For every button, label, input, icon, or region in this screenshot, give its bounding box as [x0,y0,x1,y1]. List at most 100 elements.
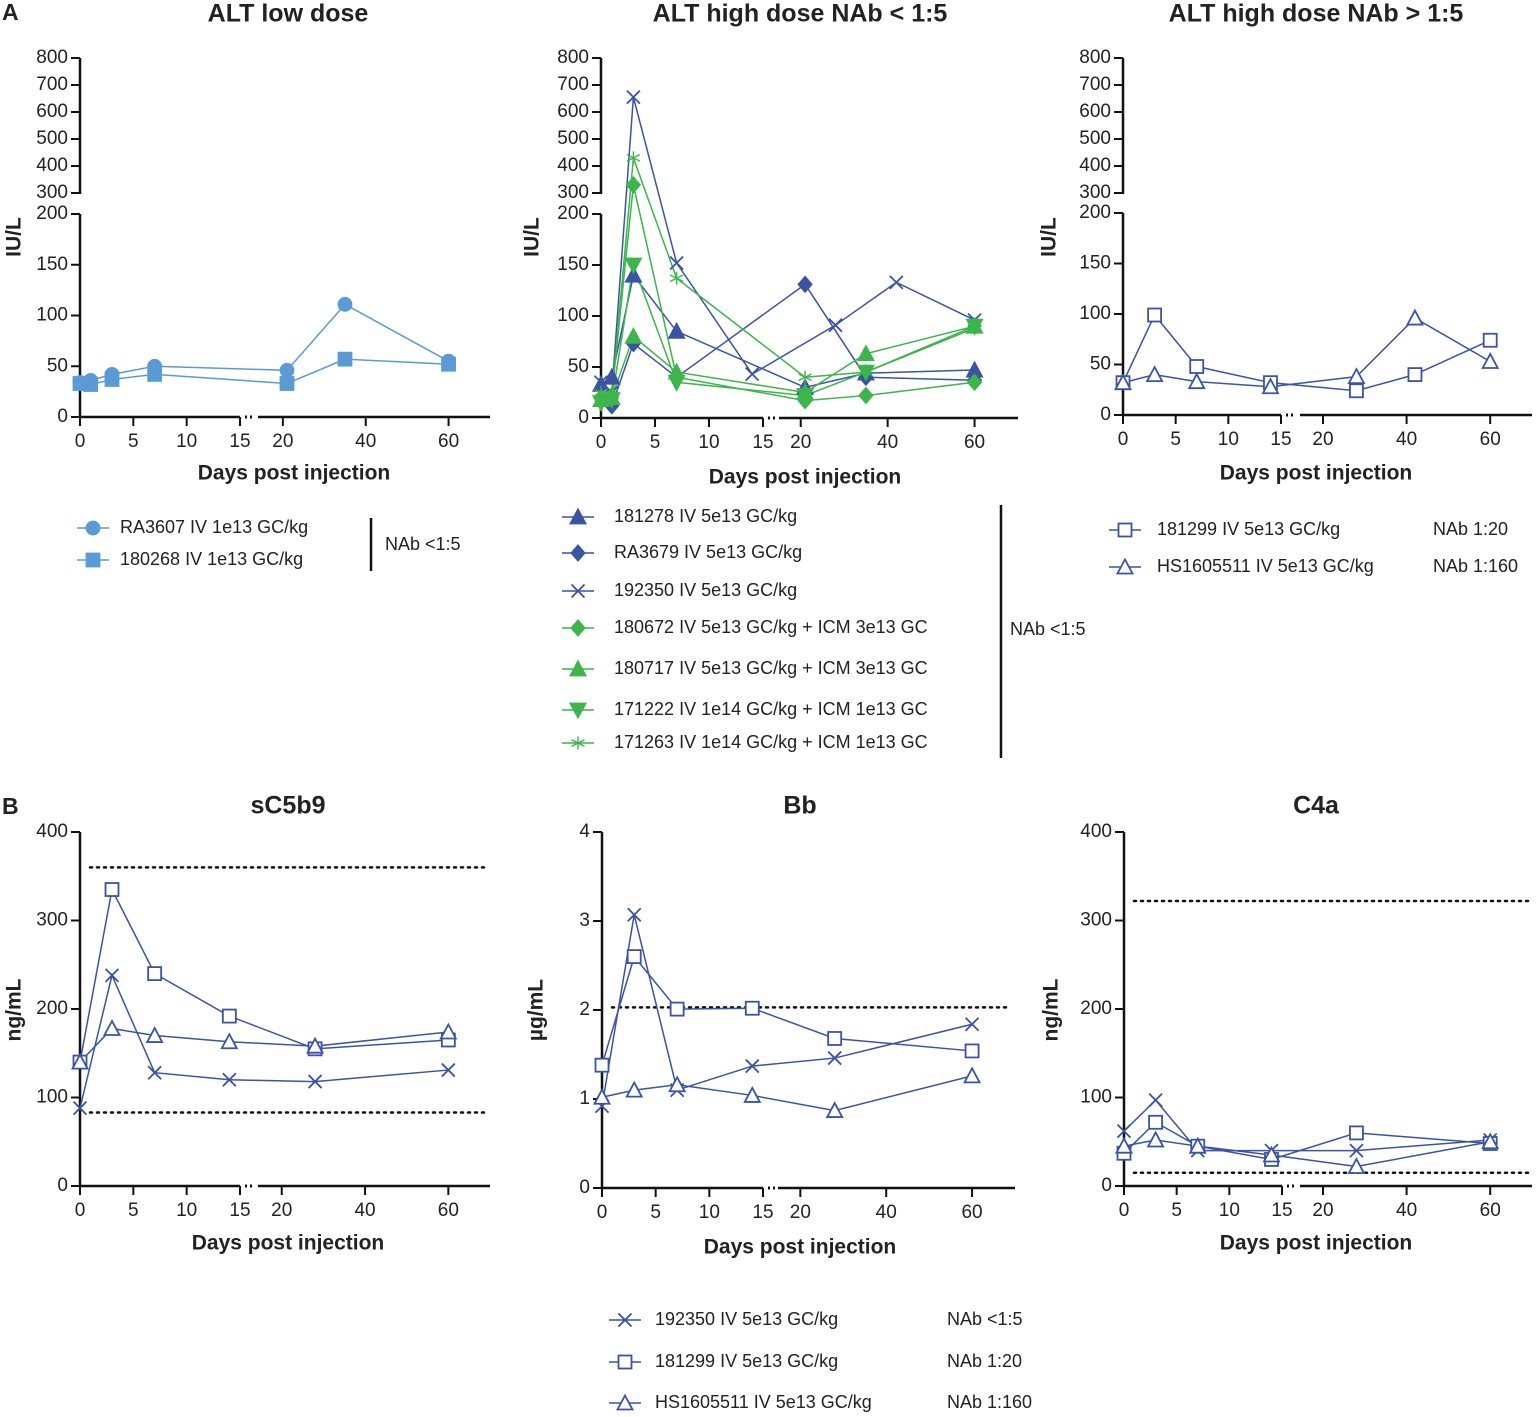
marker [1407,367,1423,383]
marker [1189,359,1205,374]
marker [828,318,843,333]
y-tick-label: 150 [1079,253,1111,274]
legend-marker [617,1312,633,1328]
y-tick-label: 0 [1100,404,1111,425]
x-tick-label: 0 [597,1202,608,1223]
marker [306,1036,325,1054]
series-line [600,157,975,397]
chart-title: ALT high dose NAb < 1:5 [653,0,948,28]
chart: ALT high dose NAb > 1:5 Days post injecti… [1038,0,1532,485]
y-tick-label: 150 [557,254,589,275]
marker [102,1019,122,1036]
chart-title: ALT high dose NAb > 1:5 [1169,0,1464,28]
y-tick-label: 0 [57,406,68,427]
legend-label: 180268 IV 1e13 GC/kg [120,549,303,569]
legend-label: 180672 IV 5e13 GC/kg + ICM 3e13 GC [614,617,928,637]
legend-marker [615,1393,635,1411]
marker [1148,1114,1163,1130]
y-tick-label: 300 [1079,182,1111,203]
marker [1116,1123,1132,1139]
marker [1187,372,1206,390]
x-tick-label: 20 [1312,1200,1333,1221]
series-line [601,914,973,1107]
marker [797,275,813,294]
y-tick-label: 0 [1101,1175,1112,1196]
y-tick-label: 600 [1079,101,1111,122]
x-tick-label: 5 [1170,429,1181,450]
y-tick-label: 150 [36,254,68,275]
marker [145,1026,164,1043]
y-axis-label: ng/mL [3,978,26,1041]
marker [669,1001,685,1017]
x-tick-label: 60 [1480,1200,1501,1221]
y-tick-label: 1 [579,1088,590,1109]
y-tick-label: 200 [557,203,589,224]
marker [627,907,642,922]
y-tick-label: 300 [36,910,68,931]
y-tick-label: 400 [557,155,589,176]
marker [859,365,873,379]
marker [221,1008,237,1024]
series-line [601,955,973,1066]
y-tick-label: 100 [1079,303,1111,324]
x-tick-label: 5 [650,1202,661,1223]
marker [441,1062,456,1078]
marker [827,1050,842,1066]
y-tick-label: 400 [36,155,68,176]
x-tick-label: 15 [1270,429,1291,450]
chart-title: ALT low dose [208,0,369,28]
series-line [1122,313,1491,392]
marker [594,1057,610,1073]
y-tick-label: 300 [36,182,68,203]
chart-title: sC5b9 [250,792,325,820]
x-tick-label: 10 [699,1202,720,1223]
marker [626,949,642,964]
marker [1481,1132,1500,1150]
series-line [79,1027,449,1063]
x-tick-label: 40 [1396,1200,1417,1221]
x-tick-label: 15 [229,431,250,452]
x-tick-label: 60 [438,431,459,452]
legend-group-note: NAb <1:5 [385,534,461,554]
x-axis-label: Days post injection [1220,1232,1413,1255]
x-tick-label: 40 [1396,429,1417,450]
y-tick-label: 800 [1079,47,1111,68]
marker [147,366,163,382]
y-axis-label: IU/L [1038,217,1061,257]
marker [1114,1136,1134,1154]
x-tick-label: 40 [876,1202,897,1223]
marker [624,326,643,344]
marker [1347,1157,1366,1174]
legend-label: 192350 IV 5e13 GC/kg [655,1309,838,1329]
series-line [79,973,449,1109]
marker [667,321,686,339]
marker [743,1086,762,1103]
x-tick-label: 15 [752,1202,773,1223]
marker [83,377,99,392]
x-tick-label: 10 [1219,1200,1240,1221]
marker [827,1031,843,1046]
legend-label: HS1605511 IV 5e13 GC/kg [1157,556,1374,576]
y-axis-label: IU/L [521,217,544,257]
x-tick-label: 0 [1119,1200,1130,1221]
legend-marker [85,552,101,568]
x-tick-label: 60 [964,432,985,453]
y-tick-label: 200 [36,998,68,1019]
y-tick-label: 200 [1079,202,1111,223]
marker [1405,308,1424,326]
x-tick-label: 20 [271,1200,292,1221]
x-tick-label: 10 [698,432,719,453]
legend-marker [570,544,586,562]
marker [104,372,120,387]
marker [625,176,642,194]
x-tick-label: 15 [1271,1200,1292,1221]
y-tick-label: 0 [57,1175,68,1196]
marker [1347,367,1366,385]
marker [1146,1130,1165,1148]
legend-group-note: NAb <1:5 [1010,619,1086,639]
chart: ALT high dose NAb < 1:5 Days post injecti… [521,0,1018,489]
marker [624,265,643,283]
legend-label: RA3679 IV 5e13 GC/kg [614,542,802,562]
